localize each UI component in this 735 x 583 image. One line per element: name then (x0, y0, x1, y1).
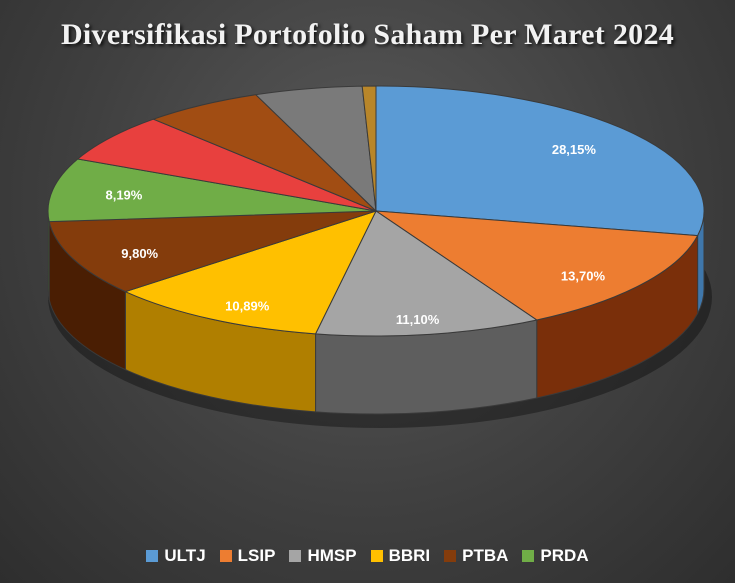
data-label-lsip: 13,70% (561, 268, 606, 283)
legend-label-hmsp: HMSP (307, 546, 357, 565)
legend-label-ptba: PTBA (462, 546, 509, 565)
legend-swatch-ultj (146, 550, 159, 562)
chart-title: Diversifikasi Portofolio Saham Per Maret… (60, 18, 675, 51)
legend-label-prda: PRDA (540, 546, 589, 565)
legend-item-lsip: LSIP (219, 546, 276, 566)
legend-item-hmsp: HMSP (289, 546, 357, 566)
legend-swatch-prda (522, 550, 535, 562)
legend-swatch-hmsp (289, 550, 302, 562)
legend-swatch-ptba (444, 550, 457, 562)
pie-slice-ptba (48, 210, 377, 293)
chart-legend: ULTJ LSIP HMSP BBRI PTBA PRDA (0, 546, 735, 566)
pie-slice-unlabeled-7 (152, 94, 377, 212)
legend-item-prda: PRDA (522, 546, 589, 566)
legend-swatch-lsip (219, 550, 232, 562)
pie-side-prda (47, 210, 50, 300)
legend-item-ultj: ULTJ (146, 546, 206, 566)
pie-slice-unlabeled-6 (76, 118, 377, 212)
legend-label-lsip: LSIP (237, 546, 276, 565)
data-label-ptba: 9,80% (121, 246, 158, 261)
legend-item-bbri: BBRI (370, 546, 431, 566)
data-label-bbri: 10,89% (225, 299, 270, 314)
legend-item-ptba: PTBA (444, 546, 508, 566)
pie-slice-bbri (123, 210, 377, 335)
pie-slice-prda (47, 158, 377, 223)
data-label-prda: 8,19% (105, 187, 142, 202)
data-label-hmsp: 11,10% (396, 312, 440, 327)
legend-label-ultj: ULTJ (164, 546, 206, 565)
pie-slice-hmsp (314, 210, 538, 337)
pie-slice-lsip (374, 210, 699, 321)
pie-slice-unlabeled-9 (361, 85, 377, 212)
data-label-ultj: 28,15% (552, 142, 597, 157)
legend-swatch-bbri (370, 550, 383, 562)
legend-label-bbri: BBRI (388, 546, 431, 565)
pie-slice-ultj (375, 85, 705, 237)
